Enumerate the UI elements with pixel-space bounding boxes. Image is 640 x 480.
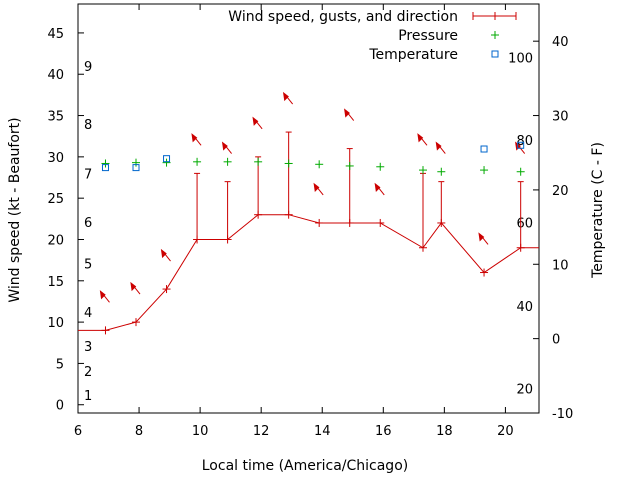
temperature-point [480,145,488,153]
wind-direction-arrow [191,133,202,146]
y-left-tick-label: 20 [47,233,64,248]
wind-direction-arrow [344,108,355,121]
y-right-tick-label: -10 [552,407,573,422]
wind-direction-arrow [252,116,263,130]
temperature-point [517,141,525,149]
x-tick-label: 20 [497,424,514,439]
y-left-tick-label: 15 [47,275,64,290]
legend-label-pressure: Pressure [398,28,458,44]
y-left-tick-label: 45 [47,27,64,42]
legend-label-temperature: Temperature [368,47,458,63]
y-left-tick-label: 25 [47,192,64,207]
x-tick-label: 16 [375,424,392,439]
y-left-tick-label: 0 [56,399,64,414]
legend-key-pressure [491,31,499,39]
beaufort-label: 6 [84,216,92,231]
arrow-head [252,116,259,126]
y-left-tick-label: 10 [47,316,64,331]
wind-direction-arrow [130,281,141,295]
legend-label-wind: Wind speed, gusts, and direction [228,9,458,25]
fahrenheit-label: 40 [516,300,533,315]
y-left-tick-label: 35 [47,110,64,125]
x-tick-label: 12 [253,424,270,439]
arrow-head [344,108,350,118]
legend: Wind speed, gusts, and direction Pressur… [228,9,517,63]
wind-direction-arrow [435,141,446,154]
wind-series [78,91,539,335]
fahrenheit-label: 100 [508,52,533,67]
legend-key-wind [472,12,517,20]
x-tick-label: 18 [436,424,453,439]
temperature-series [101,141,525,172]
arrow-head [417,133,424,143]
plot-frame [77,3,540,414]
beaufort-label: 3 [84,340,92,355]
fahrenheit-label: 60 [516,217,533,232]
x-tick-label: 14 [314,424,331,439]
wind-direction-arrow [160,248,171,262]
y-left-tick-label: 30 [47,151,64,166]
beaufort-label: 2 [84,365,92,380]
beaufort-label: 4 [84,306,92,321]
y-left-tick-label: 40 [47,68,64,83]
fahrenheit-label: 80 [516,134,533,149]
arrow-head [160,248,167,259]
pressure-series [101,157,525,176]
beaufort-label: 8 [84,118,92,133]
beaufort-label: 1 [84,389,92,404]
temperature-point [163,155,171,163]
arrow-head [313,182,320,192]
wind-direction-arrow [417,133,428,146]
y-right-tick-label: 30 [552,110,569,125]
x-tick-label: 8 [135,424,143,439]
x-tick-label: 10 [192,424,209,439]
wind-direction-arrow [374,182,385,196]
arrow-head [99,290,106,300]
arrow-head [130,281,137,292]
arrow-head [282,91,289,102]
y-axis-right-label: Temperature (C - F) [590,142,606,279]
arrow-head [221,141,228,151]
beaufort-label: 7 [84,167,92,182]
legend-key-temperature [491,50,499,58]
y-right-tick-label: 10 [552,258,569,273]
beaufort-label: 5 [84,257,92,272]
arrow-head [478,232,485,242]
fahrenheit-label: 20 [516,382,533,397]
x-tick-label: 6 [74,424,82,439]
wind-direction-arrow [478,232,489,245]
wind-speed-line [78,214,539,331]
y-left-tick-label: 5 [56,357,64,372]
temperature-point [132,164,140,172]
beaufort-label: 9 [84,60,92,75]
temperature-point [101,164,109,172]
wind-direction-arrow [221,141,232,154]
wind-clip-group [78,214,539,331]
y-right-tick-label: 20 [552,184,569,199]
arrow-head [191,133,198,143]
tick-labels: 6 8 10 12 14 16 18 20051015202530354045-1001020… [47,27,573,439]
arrow-head [435,141,442,151]
y-axis-left-label: Wind speed (kt - Beaufort) [7,117,23,302]
tick-marks [77,4,539,414]
y-right-tick-label: 40 [552,35,569,50]
wind-direction-arrow [313,182,324,196]
y-right-tick-label: 0 [552,333,560,348]
wind-direction-arrow [99,290,110,303]
x-axis-label: Local time (America/Chicago) [202,458,408,474]
wind-direction-arrow [282,91,294,105]
arrow-head [374,182,381,192]
